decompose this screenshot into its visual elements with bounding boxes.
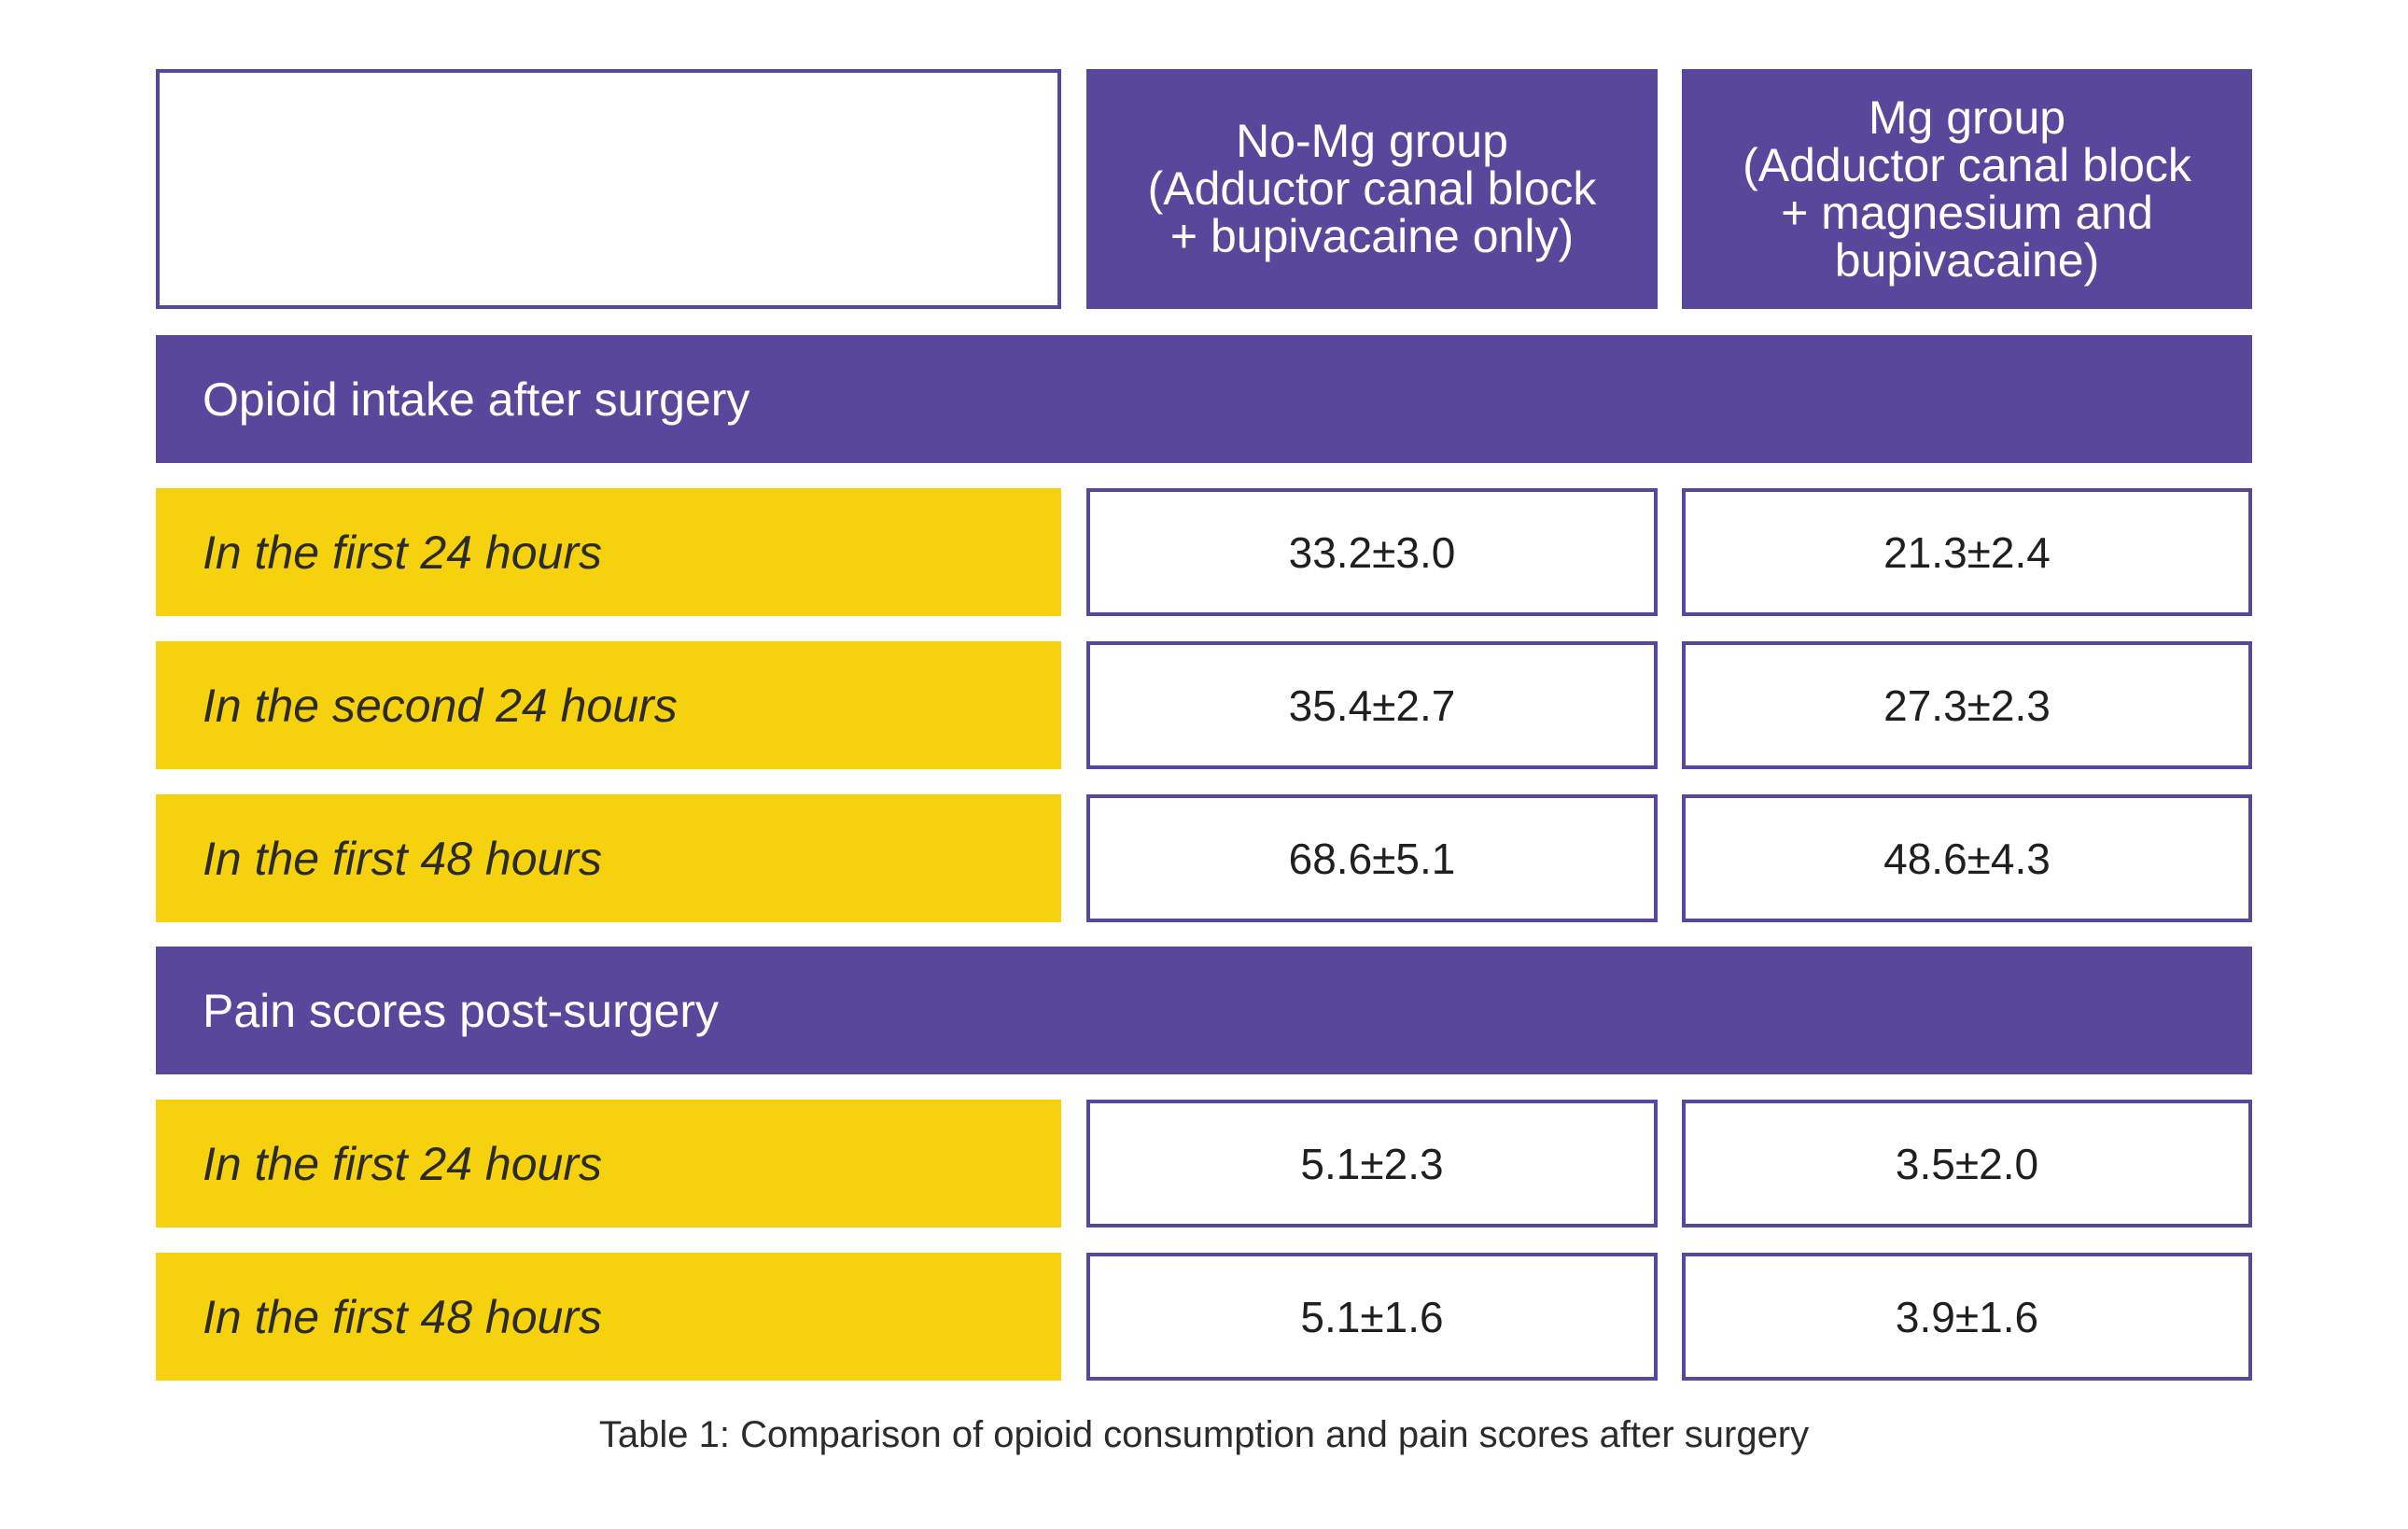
row-label-text: In the first 48 hours <box>203 832 603 885</box>
section-header-pain-scores: Pain scores post-surgery <box>156 947 2252 1074</box>
row-label-text: In the first 24 hours <box>203 526 603 579</box>
column-header-no-mg-line: No-Mg group <box>1236 115 1508 167</box>
column-header-mg-line: Mg group <box>1868 91 2066 144</box>
column-header-no-mg-line: + bupivacaine only) <box>1169 210 1575 262</box>
value-cell-mg: 3.5±2.0 <box>1682 1100 2252 1227</box>
table-caption: Table 1: Comparison of opioid consumptio… <box>598 1414 1810 1455</box>
row-label-text: In the second 24 hours <box>203 679 678 732</box>
value-text: 3.9±1.6 <box>1895 1292 2039 1341</box>
row-label-text: In the first 48 hours <box>203 1290 603 1343</box>
value-cell-no-mg: 33.2±3.0 <box>1086 488 1658 616</box>
value-cell-no-mg: 5.1±1.6 <box>1086 1253 1658 1381</box>
value-cell-no-mg: 68.6±5.1 <box>1086 794 1658 922</box>
value-cell-mg: 3.9±1.6 <box>1682 1253 2252 1381</box>
value-cell-mg: 21.3±2.4 <box>1682 488 2252 616</box>
value-text: 5.1±1.6 <box>1300 1292 1444 1341</box>
column-header-mg-line: (Adductor canal block <box>1743 138 2191 191</box>
column-header-mg-line: bupivacaine) <box>1834 233 2100 287</box>
section-title: Pain scores post-surgery <box>203 984 720 1037</box>
value-cell-no-mg: 35.4±2.7 <box>1086 641 1658 769</box>
section-title: Opioid intake after surgery <box>203 372 750 426</box>
column-header-mg: Mg group (Adductor canal block + magnesi… <box>1682 69 2252 309</box>
value-cell-mg: 27.3±2.3 <box>1682 641 2252 769</box>
column-header-no-mg-line: (Adductor canal block <box>1147 162 1597 215</box>
row-label: In the first 24 hours <box>156 488 1061 616</box>
row-label: In the first 48 hours <box>156 1253 1061 1381</box>
value-text: 3.5±2.0 <box>1895 1139 2039 1188</box>
section-header-opioid-intake: Opioid intake after surgery <box>156 335 2252 463</box>
header-empty-cell <box>156 69 1061 309</box>
value-text: 21.3±2.4 <box>1883 527 2051 577</box>
row-label-text: In the first 24 hours <box>203 1137 603 1190</box>
column-header-no-mg: No-Mg group (Adductor canal block + bupi… <box>1086 69 1658 309</box>
column-header-mg-line: + magnesium and <box>1781 186 2153 239</box>
value-text: 35.4±2.7 <box>1288 680 1456 730</box>
value-text: 48.6±4.3 <box>1883 834 2051 883</box>
value-text: 33.2±3.0 <box>1288 527 1456 577</box>
value-text: 27.3±2.3 <box>1883 680 2051 730</box>
value-text: 68.6±5.1 <box>1288 834 1456 883</box>
row-label: In the first 24 hours <box>156 1100 1061 1227</box>
row-label: In the second 24 hours <box>156 641 1061 769</box>
row-label: In the first 48 hours <box>156 794 1061 922</box>
value-text: 5.1±2.3 <box>1300 1139 1444 1188</box>
value-cell-mg: 48.6±4.3 <box>1682 794 2252 922</box>
value-cell-no-mg: 5.1±2.3 <box>1086 1100 1658 1227</box>
